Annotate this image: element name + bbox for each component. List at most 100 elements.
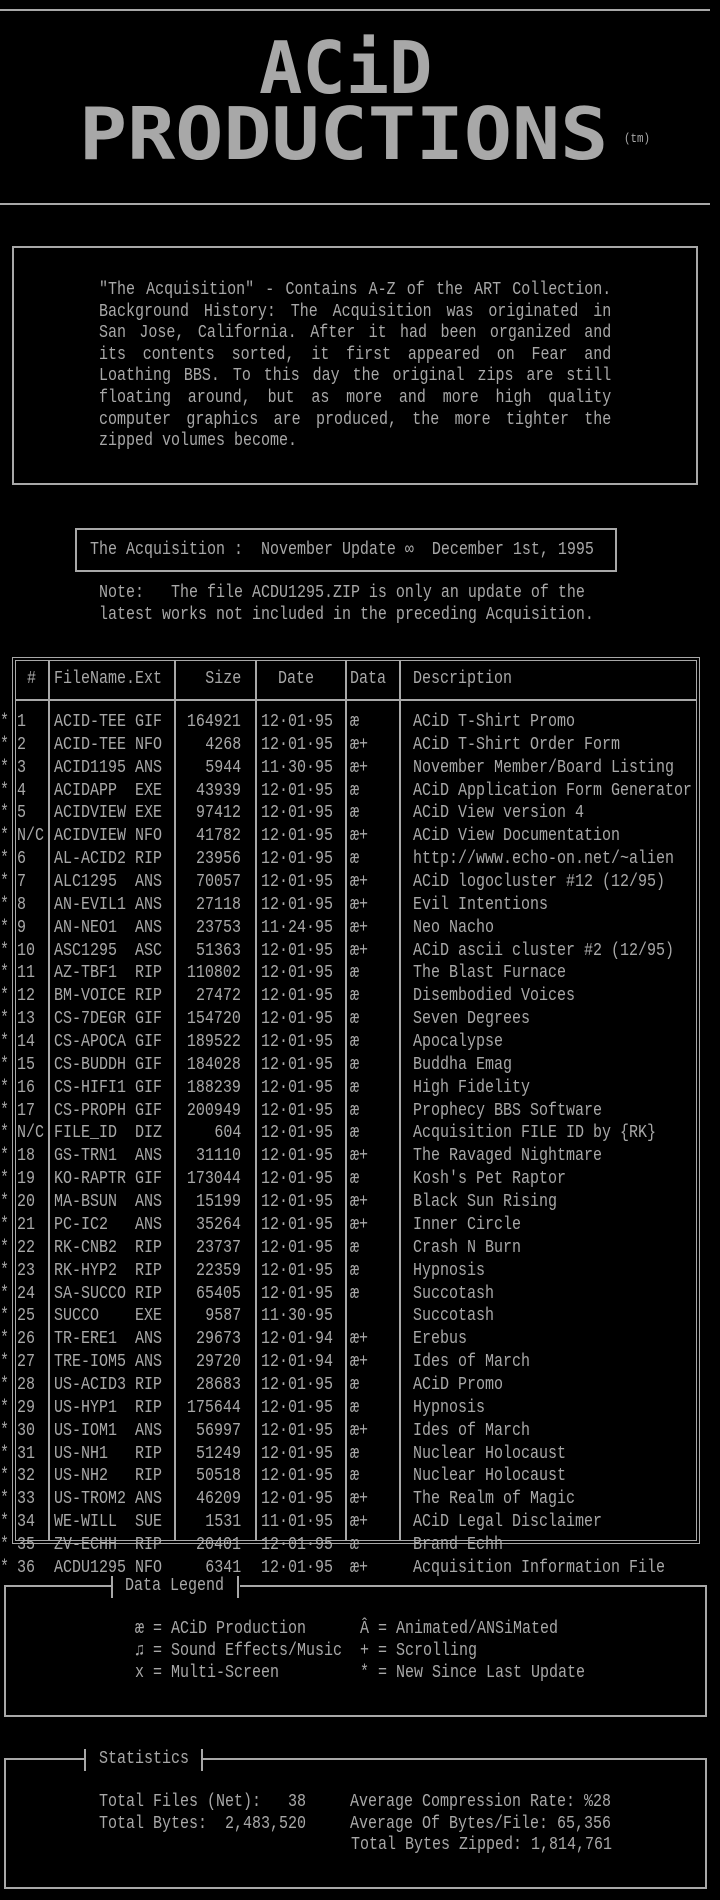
legend-box <box>4 1585 707 1717</box>
new-marker: * <box>0 712 10 732</box>
file-name: ZV-ECHH <box>54 1534 117 1555</box>
logo-acid: ACiD <box>259 26 433 110</box>
file-description: Buddha Emag <box>413 1054 512 1075</box>
file-size: 41782 <box>196 826 241 847</box>
table-row: * 9 AN-NEO1 ANS 23753 11·24·95 æ+ Neo Nacho <box>0 917 720 939</box>
file-description: ACiD Legal Disclaimer <box>413 1512 602 1533</box>
new-marker: * <box>0 1443 10 1464</box>
legend-text-sound: = Sound Effects/Music <box>153 1641 342 1661</box>
file-ext: ANS <box>135 1192 162 1213</box>
data-flags: æ+ <box>350 1352 369 1373</box>
file-description: Nuclear Holocaust <box>413 1466 566 1487</box>
legend-title-bar <box>237 1576 239 1598</box>
file-ext: GIF <box>135 1077 162 1098</box>
file-size: 27118 <box>196 894 241 915</box>
data-flags: æ+ <box>350 1489 369 1510</box>
new-marker: * <box>0 1374 10 1395</box>
file-name: FILE_ID <box>54 1123 117 1144</box>
file-size: 189522 <box>187 1032 241 1053</box>
row-number: 34 <box>17 1512 36 1533</box>
file-size: 23737 <box>196 1237 241 1258</box>
file-date: 12·01·95 <box>261 1123 333 1144</box>
row-number: 11 <box>17 963 36 984</box>
new-marker: * <box>0 1466 10 1487</box>
file-name: TR-ERE1 <box>54 1329 117 1350</box>
file-name: US-NH1 <box>54 1443 108 1464</box>
row-number: N/C <box>17 1123 44 1144</box>
file-name: AN-NEO1 <box>54 917 117 938</box>
file-name: CS-APOCA <box>54 1032 126 1053</box>
row-number: 31 <box>17 1443 36 1464</box>
new-marker: * <box>0 1329 10 1350</box>
file-size: 6341 <box>204 1557 241 1578</box>
file-name: ACID1195 <box>54 757 126 778</box>
table-row: * 26 TR-ERE1 ANS 29673 12·01·94 æ+ Erebus <box>0 1328 720 1350</box>
table-row: * 32 US-NH2 RIP 50518 12·01·95 æ Nuclear Holoca… <box>0 1465 720 1487</box>
table-row: * 35 ZV-ECHH RIP 20401 12·01·95 æ Brand Echh <box>0 1534 720 1556</box>
table-row: * 30 US-IOM1 ANS 56997 12·01·95 æ+ Ides of Marc… <box>0 1420 720 1442</box>
new-marker: * <box>0 917 10 938</box>
header-data: Data <box>350 669 387 689</box>
file-ext: RIP <box>135 849 162 870</box>
file-size: 31110 <box>196 1146 241 1167</box>
file-ext: RIP <box>135 1534 162 1555</box>
file-ext: GIF <box>135 1054 162 1075</box>
row-number: 3 <box>17 757 27 778</box>
logo-productions: PRODUCTIONS <box>79 92 609 176</box>
file-name: CS-PROPH <box>54 1100 126 1121</box>
legend-text-multiscreen: = Multi-Screen <box>153 1663 279 1683</box>
new-marker: * <box>0 1283 10 1304</box>
row-number: 26 <box>17 1329 36 1350</box>
new-marker: * <box>0 826 10 847</box>
file-ext: RIP <box>135 1237 162 1258</box>
file-date: 12·01·95 <box>261 1534 333 1555</box>
file-description: ACiD Application Form Generator <box>413 780 692 801</box>
file-date: 12·01·95 <box>261 1192 333 1213</box>
data-flags: æ+ <box>350 1329 369 1350</box>
file-date: 12·01·95 <box>261 1260 333 1281</box>
file-description: Hypnosis <box>413 1397 485 1418</box>
table-row: * 36 ACDU1295 NFO 6341 12·01·95 æ+ Acquisition … <box>0 1557 720 1579</box>
file-description: Succotash <box>413 1283 494 1304</box>
table-row: * 18 GS-TRN1 ANS 31110 12·01·95 æ+ The Ravaged … <box>0 1145 720 1167</box>
file-description: ACiD Promo <box>413 1374 503 1395</box>
update-banner-box <box>75 528 617 572</box>
file-date: 12·01·95 <box>261 1214 333 1235</box>
file-description: Acquisition Information File <box>413 1557 665 1578</box>
file-size: 50518 <box>196 1466 241 1487</box>
new-marker: * <box>0 1146 10 1167</box>
row-number: 18 <box>17 1146 36 1167</box>
new-marker: * <box>0 1077 10 1098</box>
file-description: Succotash <box>413 1306 494 1327</box>
file-name: BM-VOICE <box>54 986 126 1007</box>
data-flags: æ <box>350 1466 360 1487</box>
data-flags: æ+ <box>350 917 369 938</box>
file-date: 11·30·95 <box>261 757 333 778</box>
file-date: 12·01·95 <box>261 1557 333 1578</box>
new-marker: * <box>0 1260 10 1281</box>
file-name: GS-TRN1 <box>54 1146 117 1167</box>
file-ext: GIF <box>135 1009 162 1030</box>
table-row: * 5 ACIDVIEW EXE 97412 12·01·95 æ ACiD View ver… <box>0 802 720 824</box>
file-description: Evil Intentions <box>413 894 548 915</box>
file-description: Prophecy BBS Software <box>413 1100 602 1121</box>
data-flags: æ <box>350 780 360 801</box>
file-ext: RIP <box>135 1283 162 1304</box>
legend-symbol-animated: Â <box>360 1619 370 1639</box>
file-size: 20401 <box>196 1534 241 1555</box>
file-size: 9587 <box>204 1306 241 1327</box>
file-date: 12·01·95 <box>261 1146 333 1167</box>
file-ext: ANS <box>135 917 162 938</box>
table-row: * 7 ALC1295 ANS 70057 12·01·95 æ+ ACiD logoclus… <box>0 871 720 893</box>
header-size: Size <box>204 669 241 689</box>
data-flags: æ <box>350 1443 360 1464</box>
data-flags: æ <box>350 1260 360 1281</box>
file-date: 12·01·95 <box>261 1077 333 1098</box>
file-description: ACiD T-Shirt Order Form <box>413 734 620 755</box>
header-num: # <box>27 669 37 689</box>
table-row: * 31 US-NH1 RIP 51249 12·01·95 æ Nuclear Holoca… <box>0 1443 720 1465</box>
file-description: Nuclear Holocaust <box>413 1443 566 1464</box>
file-description: Ides of March <box>413 1420 530 1441</box>
file-ext: GIF <box>135 1100 162 1121</box>
file-size: 4268 <box>204 734 241 755</box>
